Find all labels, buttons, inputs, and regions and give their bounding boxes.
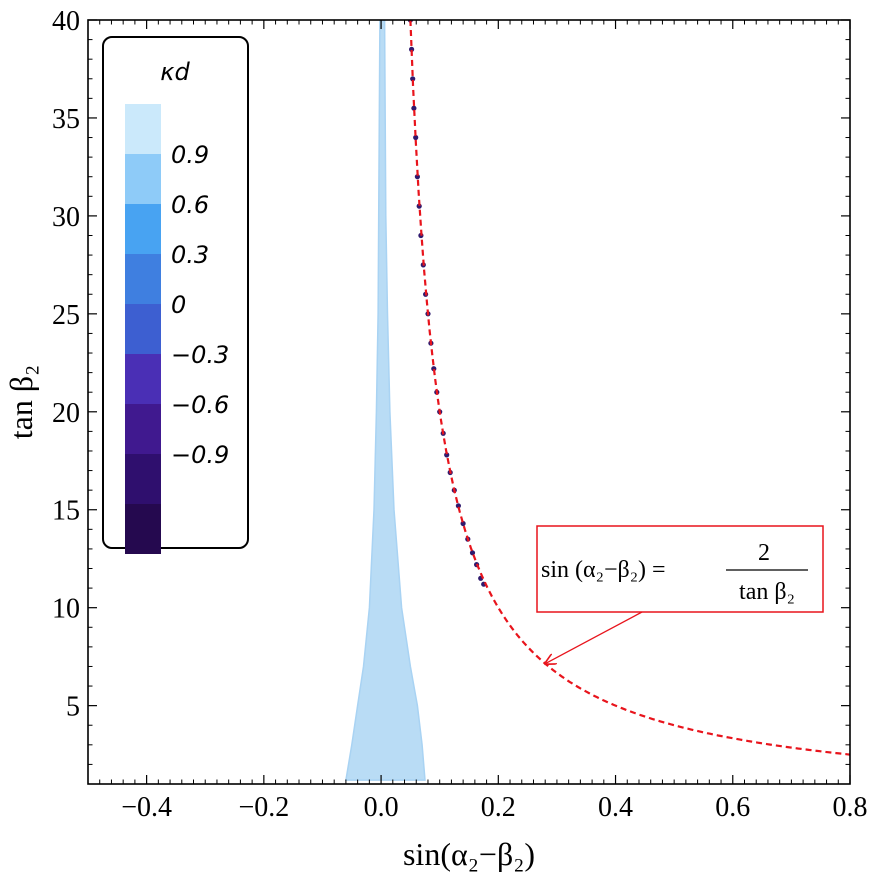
x-axis-label: sin(α₂−β₂) <box>403 836 535 872</box>
colorbar-swatch <box>125 154 161 204</box>
y-tick-label: 20 <box>52 398 80 429</box>
colorbar-label: 0.9 <box>171 141 209 169</box>
colorbar-swatch <box>125 304 161 354</box>
y-tick-label: 30 <box>52 202 80 233</box>
colorbar-legend: κd 0.9 0.6 0.3 0 −0.3 −0.6 −0.9 <box>102 36 249 554</box>
colorbar-swatch <box>125 354 161 404</box>
colorbar-swatch <box>125 254 161 304</box>
formula-annotation: sin (α₂−β₂) = 2 tan β₂ <box>536 525 824 664</box>
x-tick-label: 0.2 <box>481 792 516 823</box>
plot-frame <box>87 19 851 785</box>
y-tick-label: 35 <box>52 104 80 135</box>
colorbar-label: 0.3 <box>171 241 209 269</box>
colorbar-swatch <box>125 404 161 454</box>
x-tick-label: −0.4 <box>121 792 172 823</box>
colorbar-swatch-top <box>125 104 161 154</box>
colorbar-swatch <box>125 454 161 504</box>
y-axis-label: tan β₂ <box>3 365 39 440</box>
scatter-point <box>444 452 450 458</box>
colorbar-label: −0.6 <box>171 391 229 419</box>
x-tick-label: 0.0 <box>364 792 399 823</box>
colorbar-label: −0.3 <box>171 341 229 369</box>
colorbar-swatch <box>125 204 161 254</box>
annotation-box <box>536 525 824 613</box>
x-tick-label: 0.6 <box>715 792 750 823</box>
region-light-blue <box>345 20 426 781</box>
scatter-point <box>409 46 415 53</box>
annotation-lhs: sin (α₂−β₂) = <box>541 557 666 583</box>
curve-2-over-tanbeta <box>409 20 850 756</box>
y-tick-label: 5 <box>66 692 80 723</box>
x-tick-label: 0.8 <box>833 792 868 823</box>
annotation-denominator: tan β₂ <box>739 579 795 605</box>
colorbar-label: 0 <box>171 291 186 319</box>
colorbar-swatch-bottom <box>125 504 161 554</box>
x-tick-label: −0.2 <box>238 792 289 823</box>
x-tick-label: 0.4 <box>598 792 633 823</box>
annotation-arrow <box>545 611 643 664</box>
scatter-point <box>413 134 419 141</box>
y-tick-label: 25 <box>52 300 80 331</box>
scatter-point <box>411 105 417 111</box>
colorbar-label: −0.9 <box>171 441 229 469</box>
colorbar-title: κd <box>160 58 190 86</box>
scatter-point <box>455 503 461 509</box>
y-tick-label: 10 <box>52 594 80 625</box>
scatter-point <box>410 76 416 82</box>
colorbar-label: 0.6 <box>171 191 209 219</box>
annotation-numerator: 2 <box>758 540 770 566</box>
y-tick-label: 40 <box>52 6 80 37</box>
scatter-point <box>469 550 476 556</box>
y-tick-label: 15 <box>52 496 80 527</box>
plot-data <box>345 20 850 781</box>
